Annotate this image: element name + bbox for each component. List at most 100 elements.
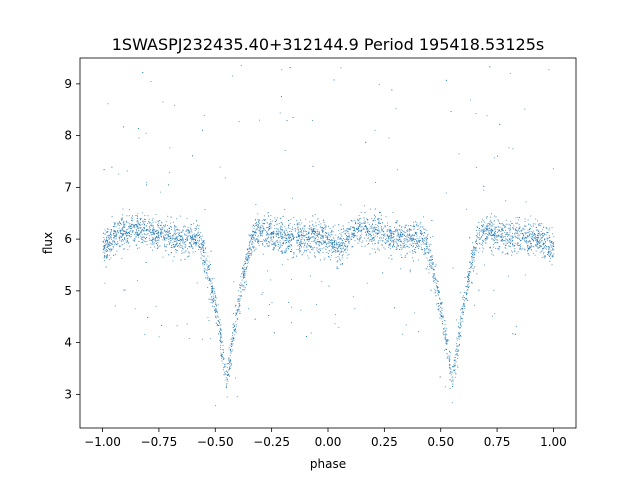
data-point: [503, 225, 505, 227]
data-point: [460, 315, 461, 317]
data-point: [311, 233, 312, 235]
data-point: [323, 231, 325, 233]
data-point: [187, 235, 189, 237]
data-point: [270, 232, 272, 234]
data-point: [183, 233, 185, 235]
data-point: [296, 224, 298, 226]
data-point: [518, 245, 520, 246]
data-point: [244, 263, 246, 265]
data-point: [138, 127, 139, 129]
data-point: [502, 236, 504, 238]
data-point: [482, 226, 484, 228]
data-point: [421, 237, 423, 239]
data-point: [454, 376, 456, 378]
data-point: [281, 244, 283, 246]
data-point: [144, 334, 146, 336]
data-point: [540, 225, 542, 227]
data-point: [469, 262, 471, 264]
data-point: [482, 240, 484, 241]
data-point: [336, 250, 338, 252]
data-point: [521, 238, 523, 240]
data-point: [105, 241, 106, 243]
data-point: [384, 248, 386, 250]
data-point: [150, 243, 152, 245]
data-point: [215, 304, 217, 305]
data-point: [239, 311, 241, 313]
data-point: [232, 323, 234, 325]
data-point: [186, 238, 188, 240]
data-point: [553, 246, 555, 248]
data-point: [511, 254, 513, 256]
data-point: [525, 240, 527, 241]
data-point: [368, 240, 370, 242]
data-point: [428, 272, 430, 274]
data-point: [141, 242, 143, 243]
data-point: [430, 259, 432, 261]
data-point: [478, 227, 480, 229]
data-point: [351, 234, 353, 236]
data-point: [338, 224, 340, 226]
data-point: [377, 241, 379, 243]
data-point: [135, 245, 137, 246]
data-point: [500, 240, 502, 242]
data-point: [135, 228, 137, 230]
data-point: [250, 252, 252, 254]
data-point: [256, 227, 258, 229]
data-point: [451, 402, 453, 404]
data-point: [250, 243, 252, 245]
data-point: [267, 237, 269, 239]
data-point: [488, 225, 490, 227]
data-point: [446, 339, 448, 341]
data-point: [458, 336, 460, 338]
data-point: [277, 232, 279, 234]
data-point: [472, 251, 474, 253]
data-point: [207, 287, 209, 288]
data-point: [110, 234, 112, 236]
data-point: [104, 245, 106, 247]
data-point: [176, 226, 178, 228]
data-point: [152, 221, 154, 223]
data-point: [375, 227, 377, 229]
data-point: [121, 228, 123, 230]
data-point: [400, 240, 402, 242]
data-point: [389, 226, 391, 227]
data-point: [549, 255, 550, 257]
data-point: [124, 289, 126, 291]
data-point: [128, 233, 130, 235]
data-point: [388, 237, 390, 239]
data-point: [361, 233, 363, 235]
data-point: [403, 231, 405, 233]
data-point: [262, 226, 264, 228]
data-point: [266, 243, 268, 245]
data-point: [343, 251, 345, 253]
data-point: [437, 287, 439, 288]
data-point: [398, 239, 400, 240]
data-point: [339, 251, 341, 253]
data-point: [529, 234, 530, 236]
data-point: [353, 232, 355, 234]
data-point: [208, 264, 210, 266]
data-point: [293, 217, 295, 219]
data-point: [332, 231, 334, 233]
data-point: [192, 238, 194, 240]
data-point: [406, 234, 408, 236]
data-point: [547, 232, 549, 234]
data-point: [306, 245, 308, 247]
data-point: [217, 324, 218, 326]
data-point: [221, 358, 223, 360]
data-point: [252, 231, 254, 233]
data-point: [182, 241, 184, 243]
data-point: [437, 291, 439, 293]
data-point: [525, 237, 527, 239]
data-point: [379, 237, 381, 239]
data-point: [208, 266, 210, 268]
data-point: [371, 218, 373, 220]
data-point: [251, 236, 253, 238]
data-point: [143, 227, 145, 229]
data-point: [150, 246, 152, 248]
data-point: [332, 247, 334, 249]
data-point: [274, 245, 276, 247]
data-point: [311, 232, 313, 234]
data-point: [449, 352, 451, 354]
data-point: [169, 237, 171, 239]
